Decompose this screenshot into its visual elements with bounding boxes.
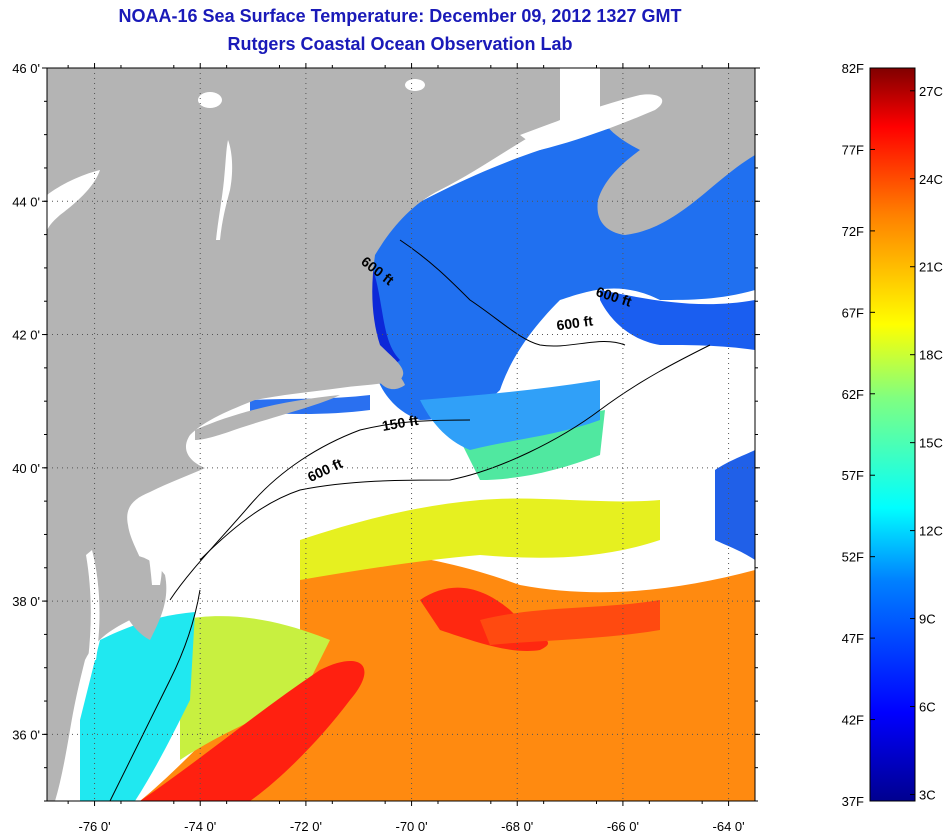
colorbar-c-label-6: 9C	[919, 612, 936, 627]
lake-ontario-edge	[47, 170, 100, 232]
isobath-south	[109, 589, 201, 801]
isobath-600ft-gulf	[399, 239, 626, 347]
chesapeake-bay	[86, 550, 100, 660]
lat-label-0: 46 0'	[12, 61, 40, 76]
colorbar-c-label-2: 21C	[919, 260, 943, 275]
colorbar-f-label-5: 57F	[842, 468, 864, 483]
bay-of-fundy	[520, 94, 663, 150]
sst-blue-east	[600, 290, 755, 350]
sst-yellow-band	[300, 498, 660, 580]
lat-label-2: 42 0'	[12, 328, 40, 343]
colorbar-c-label-1: 24C	[919, 172, 943, 187]
lat-label-4: 38 0'	[12, 594, 40, 609]
map-canvas	[47, 68, 755, 801]
colorbar-f-label-0: 82F	[842, 61, 864, 76]
lon-label-5: -66 0'	[607, 819, 639, 834]
lake-champlain	[216, 140, 233, 240]
colorbar-f-label-9: 37F	[842, 794, 864, 809]
gulf-stream-red	[140, 661, 365, 801]
isobath-600ft-shelf	[199, 344, 711, 561]
colorbar-c-label-0: 27C	[919, 84, 943, 99]
colorbar-c-label-7: 6C	[919, 700, 936, 715]
depth-label-2: 600 ft	[555, 312, 594, 333]
map-title: NOAA-16 Sea Surface Temperature: Decembe…	[118, 6, 682, 26]
sst-yellowgreen-west	[180, 616, 330, 760]
land-cape-cod	[370, 360, 405, 390]
colorbar	[869, 67, 916, 802]
sst-lightblue-southern-shelf	[420, 380, 600, 450]
lake-white-1	[198, 92, 222, 108]
isobath-150ft	[169, 419, 471, 601]
axis-ticks: 46 0' 44 0' 42 0' 40 0' 38 0' 36 0' -76 0' -74 …	[12, 61, 760, 834]
colorbar-f-label-1: 77F	[842, 142, 864, 157]
land-us-coast	[47, 68, 560, 801]
colorbar-c-label-5: 12C	[919, 524, 943, 539]
grid-lines	[47, 68, 755, 801]
sst-cyan-shelf	[80, 612, 195, 801]
colorbar-f-label-4: 62F	[842, 387, 864, 402]
lon-label-1: -74 0'	[184, 819, 216, 834]
colorbar-c-label-3: 18C	[919, 348, 943, 363]
lat-label-1: 44 0'	[12, 194, 40, 209]
sst-blue-scotian	[715, 450, 755, 560]
colorbar-f-label-6: 52F	[842, 550, 864, 565]
lon-label-0: -76 0'	[78, 819, 110, 834]
colorbar-f-label-8: 42F	[842, 713, 864, 728]
map-subtitle: Rutgers Coastal Ocean Observation Lab	[227, 34, 573, 54]
colorbar-c-label-8: 3C	[919, 787, 936, 802]
colorbar-f-label-7: 47F	[842, 631, 864, 646]
depth-label-3: 150 ft	[381, 412, 420, 434]
delaware-bay	[145, 520, 162, 585]
sst-red-east	[480, 600, 660, 645]
colorbar-c-label-4: 15C	[919, 436, 943, 451]
colorbar-f-label-2: 72F	[842, 224, 864, 239]
lake-white-2	[405, 79, 425, 91]
colorbar-labels: 82F 77F 72F 67F 62F 57F 52F 47F 42F 37F 27C 24C 21C 1…	[842, 61, 943, 809]
lon-label-2: -72 0'	[290, 819, 322, 834]
lon-label-6: -64 0'	[713, 819, 745, 834]
lat-label-5: 36 0'	[12, 727, 40, 742]
land-long-island	[195, 395, 340, 440]
lon-label-4: -68 0'	[501, 819, 533, 834]
lon-label-3: -70 0'	[396, 819, 428, 834]
colorbar-f-label-3: 67F	[842, 305, 864, 320]
lat-label-3: 40 0'	[12, 461, 40, 476]
